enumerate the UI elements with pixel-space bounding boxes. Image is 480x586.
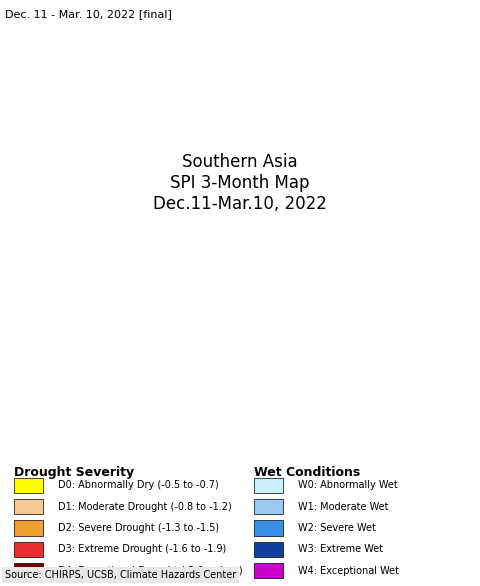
FancyBboxPatch shape <box>14 563 43 578</box>
Text: D1: Moderate Drought (-0.8 to -1.2): D1: Moderate Drought (-0.8 to -1.2) <box>58 502 231 512</box>
FancyBboxPatch shape <box>254 541 283 557</box>
FancyBboxPatch shape <box>14 478 43 493</box>
Text: Southern Asia
SPI 3-Month Map
Dec.11-Mar.10, 2022: Southern Asia SPI 3-Month Map Dec.11-Mar… <box>153 153 327 213</box>
Text: W3: Extreme Wet: W3: Extreme Wet <box>298 544 383 554</box>
FancyBboxPatch shape <box>254 499 283 515</box>
Text: W1: Moderate Wet: W1: Moderate Wet <box>298 502 388 512</box>
Text: W0: Abnormally Wet: W0: Abnormally Wet <box>298 481 397 490</box>
Text: D3: Extreme Drought (-1.6 to -1.9): D3: Extreme Drought (-1.6 to -1.9) <box>58 544 226 554</box>
FancyBboxPatch shape <box>14 499 43 515</box>
FancyBboxPatch shape <box>14 520 43 536</box>
FancyBboxPatch shape <box>254 520 283 536</box>
Text: W4: Exceptional Wet: W4: Exceptional Wet <box>298 565 398 575</box>
Text: D4: Exceptional Drought (-2.0 or less): D4: Exceptional Drought (-2.0 or less) <box>58 565 242 575</box>
Text: Dec. 11 - Mar. 10, 2022 [final]: Dec. 11 - Mar. 10, 2022 [final] <box>5 9 172 19</box>
Text: Wet Conditions: Wet Conditions <box>254 466 360 479</box>
Text: D2: Severe Drought (-1.3 to -1.5): D2: Severe Drought (-1.3 to -1.5) <box>58 523 219 533</box>
FancyBboxPatch shape <box>254 478 283 493</box>
Text: Source: CHIRPS, UCSB, Climate Hazards Center: Source: CHIRPS, UCSB, Climate Hazards Ce… <box>5 570 236 580</box>
Text: Drought Severity: Drought Severity <box>14 466 134 479</box>
Text: D0: Abnormally Dry (-0.5 to -0.7): D0: Abnormally Dry (-0.5 to -0.7) <box>58 481 218 490</box>
FancyBboxPatch shape <box>254 563 283 578</box>
Text: W2: Severe Wet: W2: Severe Wet <box>298 523 375 533</box>
FancyBboxPatch shape <box>14 541 43 557</box>
